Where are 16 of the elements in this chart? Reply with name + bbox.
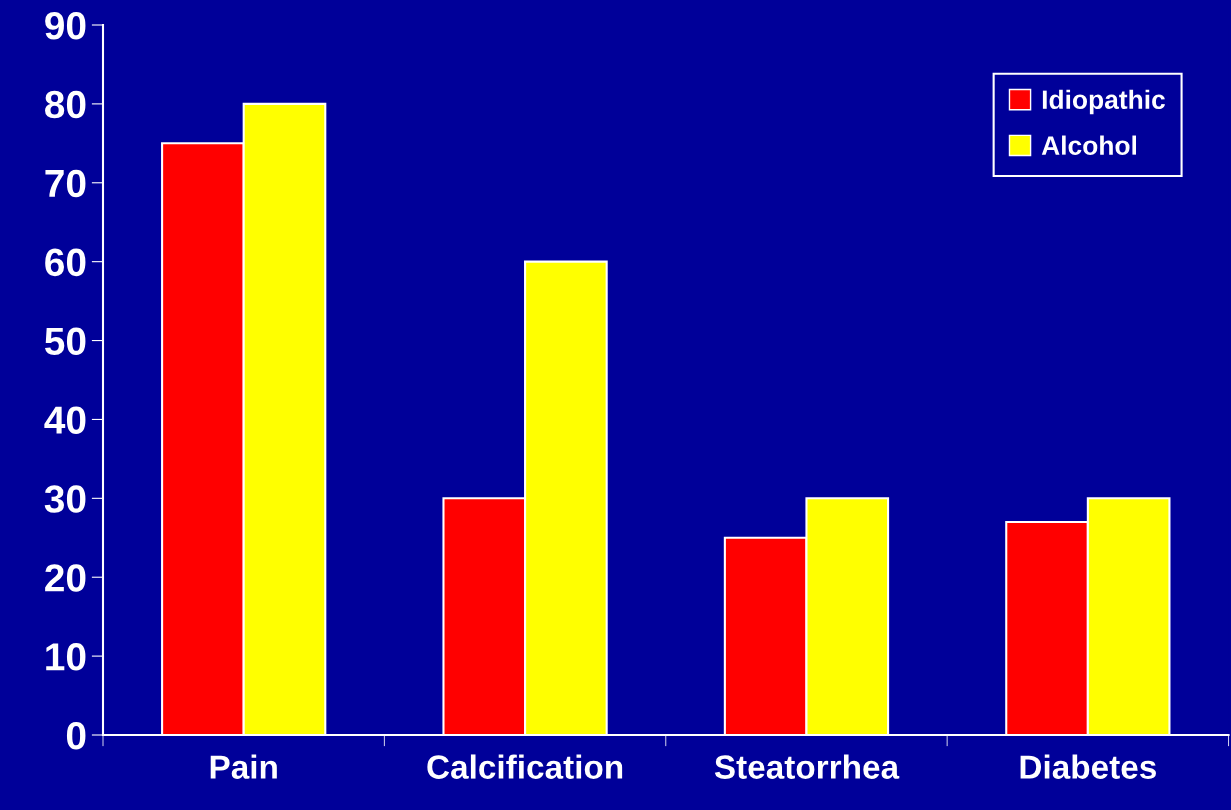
y-tick-label: 80 (45, 90, 86, 119)
y-tick-label: 40 (44, 406, 86, 434)
x-tick-label: Pain (210, 754, 277, 779)
y-tick-label: 0 (66, 721, 86, 750)
y-tick-label: 60 (45, 248, 86, 277)
y-tick-label: 10 (46, 643, 86, 671)
y-tick-label: 50 (44, 327, 86, 356)
x-tick-label: Diabetes (1020, 754, 1156, 779)
y-tick-label: 70 (45, 169, 86, 198)
y-tick-label: 90 (45, 11, 86, 40)
x-tick-label: Calcification (427, 754, 623, 779)
x-tick-label: Steatorrhea (714, 754, 900, 779)
y-tick-label: 20 (45, 564, 86, 592)
legend-label: Alcohol (1041, 135, 1137, 155)
legend-label: Idiopathic (1042, 89, 1165, 115)
y-tick-label: 30 (44, 485, 86, 513)
